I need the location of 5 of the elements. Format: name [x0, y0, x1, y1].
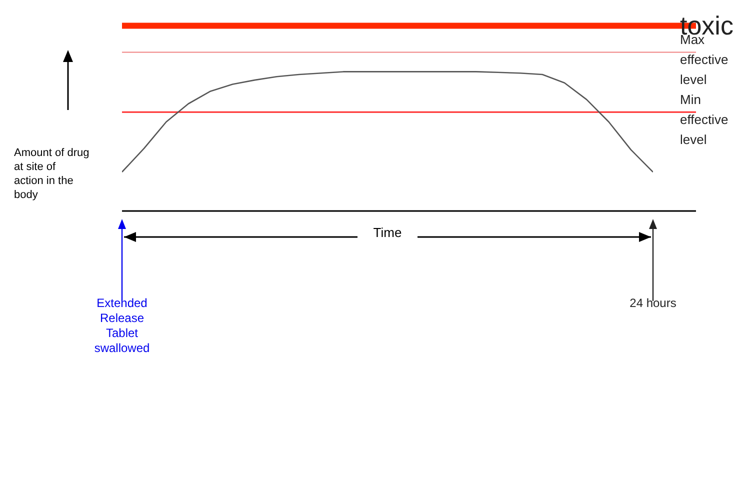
x-tick-label: Extended Release Tablet swallowed: [94, 296, 150, 355]
ref-line-label: Min effective level: [680, 92, 728, 148]
x-axis-title: Time: [373, 225, 402, 240]
y-axis-title: Amount of drug at site of action in the body: [14, 147, 90, 201]
x-tick-label: 24 hours: [630, 296, 676, 310]
